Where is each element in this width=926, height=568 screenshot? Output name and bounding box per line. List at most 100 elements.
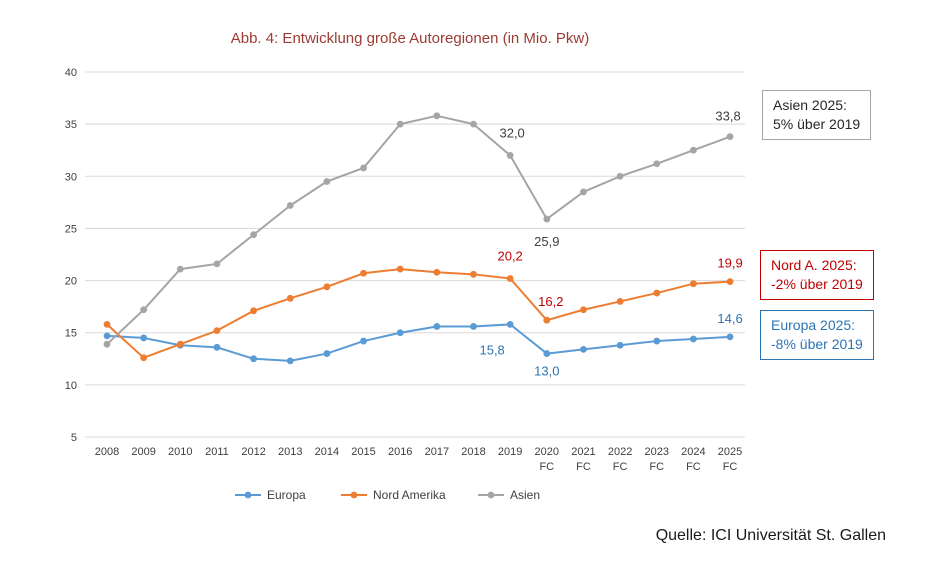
data-point	[140, 306, 148, 314]
svg-text:13,0: 13,0	[534, 364, 559, 379]
svg-text:15: 15	[65, 328, 77, 340]
svg-text:33,8: 33,8	[715, 109, 740, 124]
data-point	[250, 231, 257, 239]
svg-text:Nord Amerika: Nord Amerika	[373, 488, 446, 502]
data-point	[360, 164, 367, 172]
source-text: Quelle: ICI Universität St. Gallen	[655, 527, 886, 544]
legend-item-nord-amerika: Nord Amerika	[341, 488, 446, 502]
legend-item-europa: Europa	[235, 488, 306, 502]
data-point	[433, 268, 441, 276]
svg-text:5: 5	[71, 432, 77, 444]
svg-text:20: 20	[65, 276, 77, 288]
data-point	[580, 188, 587, 196]
svg-text:2020: 2020	[535, 446, 559, 458]
svg-text:25,9: 25,9	[534, 234, 559, 249]
data-point	[250, 355, 257, 363]
data-point	[653, 160, 661, 168]
data-point	[653, 289, 661, 297]
data-labels: 32,0 25,9 33,8 20,2 16,2 19,9 15,8 13,0 14,6	[479, 109, 742, 379]
data-point	[213, 343, 221, 351]
data-point	[616, 298, 624, 305]
data-point	[726, 333, 734, 341]
svg-text:2011: 2011	[205, 446, 229, 458]
data-point	[726, 133, 734, 141]
data-point	[396, 265, 404, 273]
svg-text:10: 10	[65, 380, 77, 392]
data-point	[616, 172, 624, 180]
data-point	[433, 323, 441, 330]
annotation-nord-amerika: Nord A. 2025: -2% über 2019	[760, 250, 874, 300]
data-point	[213, 327, 221, 335]
legend-item-asien: Asien	[478, 488, 540, 502]
data-point	[396, 329, 404, 337]
svg-text:FC: FC	[686, 461, 701, 473]
data-point	[176, 265, 184, 273]
data-point	[360, 269, 367, 277]
data-point	[543, 215, 551, 223]
svg-text:25: 25	[65, 223, 77, 235]
data-point	[396, 120, 404, 128]
svg-text:FC: FC	[613, 461, 628, 473]
svg-text:2012: 2012	[241, 446, 265, 458]
svg-text:FC: FC	[576, 461, 591, 473]
svg-text:2022: 2022	[608, 446, 632, 458]
svg-text:2017: 2017	[425, 446, 449, 458]
x-axis-labels: 2008 2009 2010 2011 2012 2013 2014 2015 2016 2017…	[95, 446, 743, 473]
svg-text:19,9: 19,9	[717, 256, 742, 271]
svg-text:2019: 2019	[498, 446, 522, 458]
svg-text:35: 35	[65, 119, 77, 131]
data-point	[470, 120, 477, 128]
svg-text:FC: FC	[539, 461, 554, 473]
svg-text:2024: 2024	[681, 446, 705, 458]
svg-text:2013: 2013	[278, 446, 302, 458]
svg-text:20,2: 20,2	[497, 248, 522, 263]
annotation-europa-line1: Europa 2025:	[771, 317, 856, 333]
svg-text:2009: 2009	[131, 446, 155, 458]
data-point	[616, 341, 624, 349]
data-point	[470, 270, 477, 278]
data-point	[470, 323, 477, 330]
svg-text:15,8: 15,8	[479, 342, 504, 357]
svg-text:2014: 2014	[315, 446, 339, 458]
data-point	[653, 337, 661, 345]
annotation-europa: Europa 2025: -8% über 2019	[760, 310, 874, 360]
svg-text:40: 40	[65, 67, 77, 79]
data-point	[323, 350, 331, 357]
data-point	[690, 146, 697, 154]
annotation-europa-line2: -8% über 2019	[771, 336, 863, 352]
data-point	[250, 307, 257, 315]
data-point	[140, 354, 148, 362]
data-point	[726, 278, 734, 286]
data-point	[690, 335, 697, 343]
data-point	[176, 340, 184, 348]
series-europa	[103, 320, 734, 365]
data-point	[103, 340, 111, 348]
data-point	[213, 260, 221, 268]
svg-text:2021: 2021	[571, 446, 595, 458]
data-point	[580, 346, 587, 353]
svg-text:2023: 2023	[645, 446, 669, 458]
data-point	[580, 306, 587, 314]
data-point	[103, 320, 111, 328]
data-point	[543, 350, 551, 357]
data-point	[323, 178, 331, 185]
data-point	[140, 334, 148, 342]
data-point	[433, 112, 441, 120]
annotation-asien-line2: 5% über 2019	[773, 116, 861, 132]
svg-text:2018: 2018	[461, 446, 485, 458]
data-point	[286, 202, 294, 209]
annotation-asien-line1: Asien 2025:	[773, 97, 847, 113]
data-point	[103, 332, 111, 340]
series-asien	[103, 112, 734, 348]
data-point	[690, 280, 697, 288]
svg-text:2008: 2008	[95, 446, 119, 458]
data-point	[506, 152, 514, 159]
svg-text:16,2: 16,2	[538, 294, 563, 309]
annotation-asien: Asien 2025: 5% über 2019	[762, 90, 872, 140]
svg-text:FC: FC	[649, 461, 664, 473]
svg-text:30: 30	[65, 171, 77, 183]
svg-text:32,0: 32,0	[499, 125, 524, 140]
data-point	[286, 357, 294, 365]
svg-text:14,6: 14,6	[717, 311, 742, 326]
